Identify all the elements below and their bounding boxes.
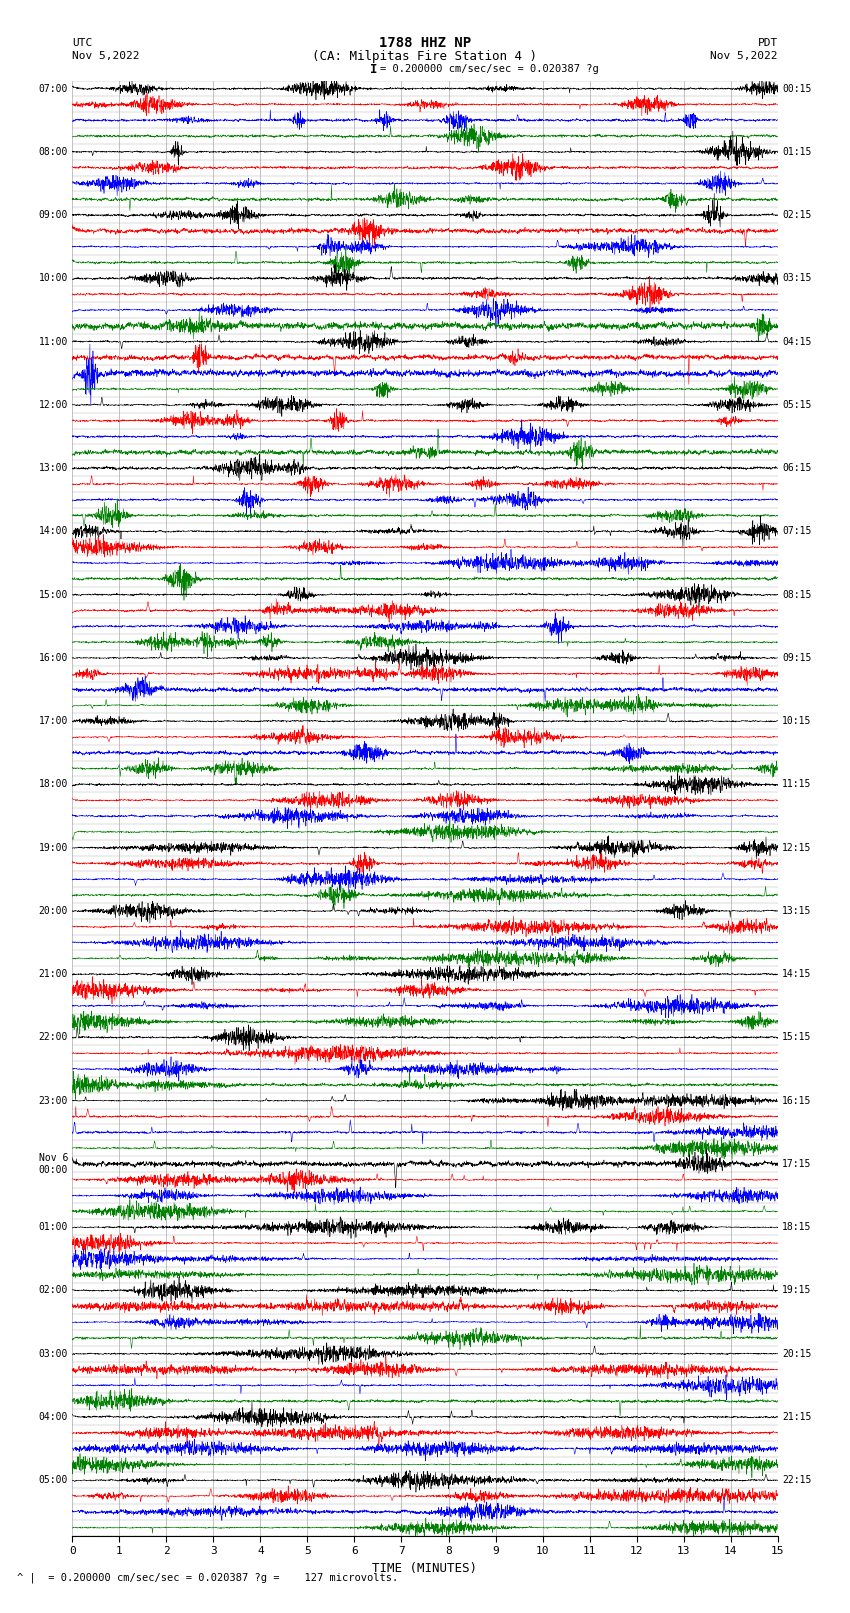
Text: 14:00: 14:00 [38,526,68,537]
Text: 09:00: 09:00 [38,210,68,219]
Text: 12:15: 12:15 [782,842,812,853]
Text: ^ |  = 0.200000 cm/sec/sec = 0.020387 ?g =    127 microvolts.: ^ | = 0.200000 cm/sec/sec = 0.020387 ?g … [17,1573,399,1582]
Text: 16:15: 16:15 [782,1095,812,1105]
Text: 17:15: 17:15 [782,1158,812,1169]
Text: 14:15: 14:15 [782,969,812,979]
Text: 17:00: 17:00 [38,716,68,726]
Text: 04:00: 04:00 [38,1411,68,1423]
Text: 04:15: 04:15 [782,337,812,347]
Text: 00:15: 00:15 [782,84,812,94]
Text: 20:15: 20:15 [782,1348,812,1358]
Text: 15:00: 15:00 [38,590,68,600]
Text: 13:15: 13:15 [782,907,812,916]
Text: 23:00: 23:00 [38,1095,68,1105]
Text: 18:15: 18:15 [782,1223,812,1232]
Text: 07:00: 07:00 [38,84,68,94]
Text: 22:15: 22:15 [782,1476,812,1486]
Text: 01:00: 01:00 [38,1223,68,1232]
Text: 10:00: 10:00 [38,273,68,284]
Text: = 0.200000 cm/sec/sec = 0.020387 ?g: = 0.200000 cm/sec/sec = 0.020387 ?g [380,65,598,74]
Text: Nov 5,2022: Nov 5,2022 [711,52,778,61]
Text: 12:00: 12:00 [38,400,68,410]
Text: 18:00: 18:00 [38,779,68,789]
Text: UTC: UTC [72,37,93,48]
Text: 15:15: 15:15 [782,1032,812,1042]
Text: Nov 6
00:00: Nov 6 00:00 [38,1153,68,1174]
Text: 22:00: 22:00 [38,1032,68,1042]
Text: 20:00: 20:00 [38,907,68,916]
Text: PDT: PDT [757,37,778,48]
Text: 02:00: 02:00 [38,1286,68,1295]
Text: 05:15: 05:15 [782,400,812,410]
Text: 11:15: 11:15 [782,779,812,789]
Text: 1788 HHZ NP: 1788 HHZ NP [379,35,471,50]
Text: 19:00: 19:00 [38,842,68,853]
Text: 21:00: 21:00 [38,969,68,979]
Text: 02:15: 02:15 [782,210,812,219]
Text: 10:15: 10:15 [782,716,812,726]
Text: 03:00: 03:00 [38,1348,68,1358]
Text: 19:15: 19:15 [782,1286,812,1295]
Text: 09:15: 09:15 [782,653,812,663]
Text: 13:00: 13:00 [38,463,68,473]
X-axis label: TIME (MINUTES): TIME (MINUTES) [372,1561,478,1574]
Text: 05:00: 05:00 [38,1476,68,1486]
Text: 21:15: 21:15 [782,1411,812,1423]
Text: 06:15: 06:15 [782,463,812,473]
Text: Nov 5,2022: Nov 5,2022 [72,52,139,61]
Text: 08:15: 08:15 [782,590,812,600]
Text: 16:00: 16:00 [38,653,68,663]
Text: I: I [371,63,377,76]
Text: 08:00: 08:00 [38,147,68,156]
Text: 03:15: 03:15 [782,273,812,284]
Text: 01:15: 01:15 [782,147,812,156]
Text: 07:15: 07:15 [782,526,812,537]
Text: (CA: Milpitas Fire Station 4 ): (CA: Milpitas Fire Station 4 ) [313,50,537,63]
Text: 11:00: 11:00 [38,337,68,347]
